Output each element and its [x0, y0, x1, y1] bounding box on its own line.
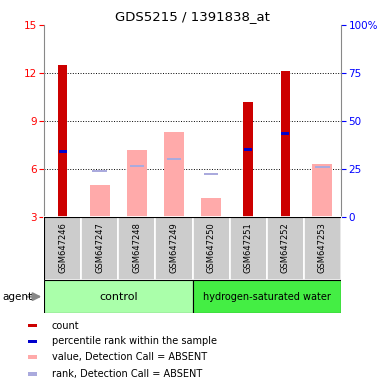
Bar: [281, 132, 289, 135]
Text: hydrogen-saturated water: hydrogen-saturated water: [203, 291, 331, 302]
Bar: [90, 185, 110, 217]
Bar: [229, 217, 266, 280]
Bar: [59, 150, 67, 153]
Bar: [204, 173, 218, 175]
Text: GDS5215 / 1391838_at: GDS5215 / 1391838_at: [115, 10, 270, 23]
Text: control: control: [99, 291, 138, 302]
Text: GSM647248: GSM647248: [132, 222, 141, 273]
Text: percentile rank within the sample: percentile rank within the sample: [52, 336, 217, 346]
Text: GSM647252: GSM647252: [281, 222, 290, 273]
Bar: [304, 217, 341, 280]
Bar: [192, 280, 341, 313]
Bar: [201, 198, 221, 217]
Bar: [44, 217, 81, 280]
Bar: [127, 150, 147, 217]
Bar: [243, 102, 253, 217]
Text: count: count: [52, 321, 79, 331]
Text: GSM647251: GSM647251: [244, 222, 253, 273]
Bar: [192, 217, 229, 280]
Text: GSM647253: GSM647253: [318, 222, 327, 273]
Text: value, Detection Call = ABSENT: value, Detection Call = ABSENT: [52, 352, 207, 362]
Bar: [312, 164, 332, 217]
Text: agent: agent: [2, 291, 32, 302]
Bar: [58, 65, 67, 217]
Text: rank, Detection Call = ABSENT: rank, Detection Call = ABSENT: [52, 369, 202, 379]
Bar: [244, 149, 252, 151]
Bar: [164, 132, 184, 217]
Bar: [119, 217, 156, 280]
Bar: [167, 158, 181, 161]
Text: GSM647247: GSM647247: [95, 222, 104, 273]
Text: GSM647250: GSM647250: [206, 222, 216, 273]
Bar: [28, 372, 37, 376]
Bar: [129, 165, 144, 167]
Text: GSM647246: GSM647246: [58, 222, 67, 273]
Bar: [315, 166, 330, 169]
Bar: [267, 217, 304, 280]
Bar: [44, 280, 192, 313]
Bar: [156, 217, 192, 280]
Bar: [28, 324, 37, 327]
Bar: [28, 340, 37, 343]
Bar: [81, 217, 119, 280]
Bar: [28, 356, 37, 359]
Bar: [281, 71, 290, 217]
Text: GSM647249: GSM647249: [169, 222, 179, 273]
Bar: [92, 169, 107, 172]
